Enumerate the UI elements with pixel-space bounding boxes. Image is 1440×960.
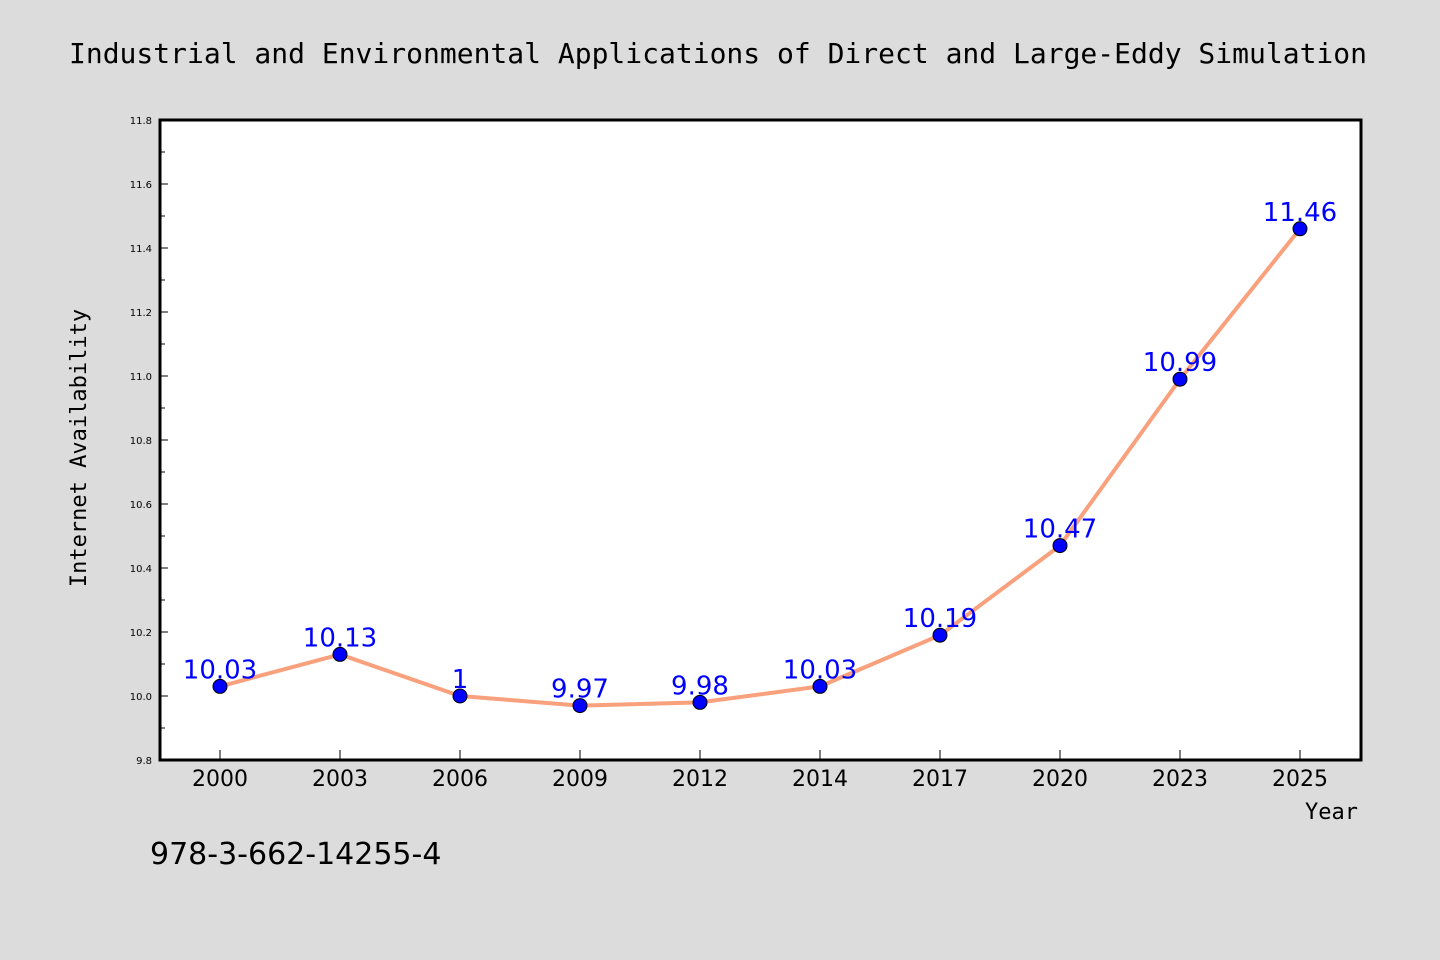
chart-title: Industrial and Environmental Application… bbox=[69, 37, 1367, 70]
x-tick-label: 2025 bbox=[1272, 767, 1328, 792]
data-labels-group: 10.03 10.13 1 9.97 9.98 10.03 10.19 10.47 10.99 1… bbox=[183, 198, 1337, 705]
y-tick-label: 10.2 bbox=[130, 628, 152, 639]
y-axis-label: Internet Availability bbox=[67, 309, 92, 587]
data-label: 10.99 bbox=[1143, 348, 1217, 378]
y-tick-label: 11.8 bbox=[130, 116, 152, 127]
data-label: 10.19 bbox=[903, 604, 977, 634]
y-tick-label: 10.6 bbox=[130, 500, 152, 511]
y-axis: 9.8 10.0 10.2 10.4 10.6 10.8 11.0 11.2 11.4 11.6 1… bbox=[130, 116, 168, 767]
y-tick-label: 10.8 bbox=[130, 436, 152, 447]
y-tick-label: 10.0 bbox=[130, 692, 152, 703]
series-line bbox=[219, 227, 1302, 708]
x-tick-label: 2023 bbox=[1152, 767, 1208, 792]
y-tick-label: 11.4 bbox=[130, 244, 152, 255]
data-point bbox=[1292, 221, 1308, 237]
series-markers-group bbox=[212, 221, 1308, 714]
series-line-group bbox=[219, 227, 1302, 708]
data-label: 10.13 bbox=[303, 623, 377, 653]
x-tick-label: 2014 bbox=[792, 767, 848, 792]
x-axis-label: Year bbox=[1305, 800, 1358, 825]
data-point bbox=[212, 678, 228, 694]
data-point bbox=[692, 694, 708, 710]
data-label: 11.46 bbox=[1263, 198, 1337, 228]
x-tick-label: 2020 bbox=[1032, 767, 1088, 792]
data-point bbox=[932, 627, 948, 643]
y-tick-label: 11.2 bbox=[130, 308, 152, 319]
data-label: 10.47 bbox=[1023, 515, 1097, 545]
x-tick-label: 2006 bbox=[432, 767, 488, 792]
x-tick-label: 2009 bbox=[552, 767, 608, 792]
data-label: 10.03 bbox=[783, 655, 857, 685]
data-point bbox=[1172, 371, 1188, 387]
data-label: 9.98 bbox=[671, 671, 729, 701]
data-label: 9.97 bbox=[551, 675, 609, 705]
data-point bbox=[812, 678, 828, 694]
data-label: 1 bbox=[452, 665, 469, 695]
y-tick-label: 11.6 bbox=[130, 180, 152, 191]
y-tick-label: 9.8 bbox=[136, 756, 152, 767]
x-tick-label: 2003 bbox=[312, 767, 368, 792]
isbn-footnote: 978-3-662-14255-4 bbox=[150, 837, 441, 872]
plot-area bbox=[158, 118, 1363, 762]
data-point bbox=[452, 688, 468, 704]
data-point bbox=[332, 646, 348, 662]
x-tick-label: 2012 bbox=[672, 767, 728, 792]
data-point bbox=[572, 698, 588, 714]
y-tick-label: 11.0 bbox=[130, 372, 152, 383]
data-label: 10.03 bbox=[183, 655, 257, 685]
y-tick-label: 10.4 bbox=[130, 564, 152, 575]
x-tick-label: 2017 bbox=[912, 767, 968, 792]
x-axis: 2000 2003 2006 2009 2012 2014 2017 2020 2023 2025 bbox=[192, 750, 1328, 792]
x-tick-label: 2000 bbox=[192, 767, 248, 792]
data-point bbox=[1052, 538, 1068, 554]
